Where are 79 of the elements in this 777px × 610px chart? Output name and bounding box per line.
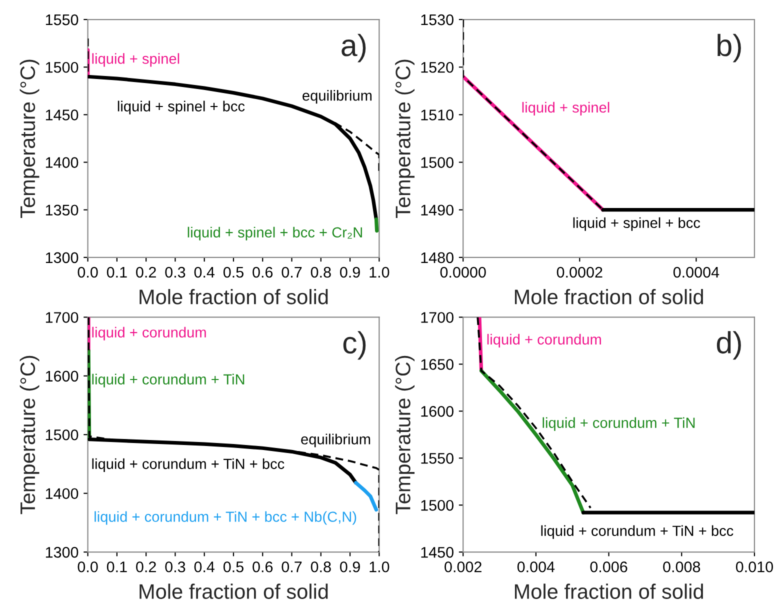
y-axis-title: Temperature (°C) bbox=[20, 356, 40, 514]
series-label: liquid + corundum + TiN bbox=[542, 417, 695, 431]
series-label: liquid + spinel bbox=[522, 102, 610, 116]
series-label: liquid + corundum + TiN + bcc + Nb(C,N) bbox=[94, 511, 356, 525]
x-tick-label: 0.4 bbox=[194, 266, 215, 278]
y-tick-label: 1510 bbox=[421, 110, 454, 120]
x-tick-label: 0.0 bbox=[78, 266, 98, 278]
x-tick-label: 0.3 bbox=[165, 266, 186, 278]
y-tick-label: 1700 bbox=[46, 312, 78, 323]
x-tick-label: 0.2 bbox=[136, 561, 156, 572]
x-tick-label: 0.8 bbox=[310, 266, 331, 278]
x-tick-label: 0.4 bbox=[194, 561, 215, 572]
x-tick-label: 0.7 bbox=[282, 561, 302, 572]
series-label: equilibrium bbox=[302, 90, 372, 104]
x-tick-label: 0.1 bbox=[106, 266, 127, 278]
y-tick-label: 1300 bbox=[46, 546, 78, 558]
series-label: liquid + spinel + bcc bbox=[573, 217, 700, 231]
y-tick-label: 1530 bbox=[421, 14, 454, 26]
chart-title: c) bbox=[343, 331, 366, 360]
y-tick-label: 1500 bbox=[421, 157, 454, 168]
x-tick-label: 0.008 bbox=[663, 561, 700, 572]
y-tick-label: 1500 bbox=[46, 429, 78, 440]
x-tick-label: 0.002 bbox=[444, 561, 482, 572]
x-tick-label: 0.9 bbox=[340, 266, 360, 278]
y-axis-title: Temperature (°C) bbox=[395, 60, 415, 218]
x-tick-label: 1.0 bbox=[370, 561, 390, 572]
x-tick-label: 0.6 bbox=[252, 561, 273, 572]
chart-title: a) bbox=[342, 34, 366, 62]
x-tick-label: 1.0 bbox=[370, 266, 390, 278]
y-tick-label: 1600 bbox=[421, 406, 454, 417]
x-tick-label: 0.2 bbox=[136, 266, 156, 278]
series-label: liquid + corundum bbox=[487, 334, 601, 348]
series-label: liquid + corundum bbox=[92, 326, 206, 340]
y-tick-label: 1450 bbox=[46, 110, 78, 120]
x-tick-label: 0.0002 bbox=[556, 266, 602, 278]
x-axis-title: Mole fraction of solid bbox=[514, 584, 703, 599]
x-tick-label: 0.010 bbox=[736, 561, 773, 572]
y-axis-title: Temperature (°C) bbox=[395, 356, 415, 514]
x-axis-title: Mole fraction of solid bbox=[140, 584, 328, 599]
y-tick-label: 1490 bbox=[421, 204, 454, 216]
x-tick-label: 0.0004 bbox=[673, 266, 720, 278]
series-label: liquid + corundum + TiN bbox=[92, 374, 244, 388]
chart-title: b) bbox=[718, 34, 741, 62]
y-tick-label: 1520 bbox=[421, 62, 454, 73]
x-tick-label: 0.8 bbox=[310, 561, 331, 572]
chart-title: d) bbox=[716, 331, 741, 360]
x-tick-label: 0.1 bbox=[106, 561, 127, 572]
x-tick-label: 0.0 bbox=[78, 561, 98, 572]
series-label: liquid + corundum + TiN + bcc bbox=[541, 525, 734, 539]
y-tick-label: 1480 bbox=[421, 252, 454, 264]
x-tick-label: 0.5 bbox=[223, 561, 244, 572]
x-axis-title: Mole fraction of solid bbox=[140, 289, 328, 304]
series-label: liquid + corundum + TiN + bcc bbox=[92, 458, 284, 472]
x-tick-label: 0.3 bbox=[165, 561, 186, 572]
y-tick-label: 1450 bbox=[421, 546, 454, 558]
x-axis-title: Mole fraction of solid bbox=[514, 289, 703, 304]
series-label: liquid + spinel bbox=[92, 53, 180, 67]
x-tick-label: 0.006 bbox=[590, 561, 628, 572]
y-tick-label: 1300 bbox=[46, 252, 78, 264]
y-tick-label: 1650 bbox=[421, 359, 454, 370]
series-label: liquid + spinel + bcc + Cr₂N bbox=[188, 226, 362, 240]
y-tick-label: 1400 bbox=[46, 157, 78, 168]
x-tick-label: 0.004 bbox=[517, 561, 555, 572]
y-tick-label: 1550 bbox=[421, 452, 454, 464]
series-label: equilibrium bbox=[301, 434, 370, 448]
x-tick-label: 0.9 bbox=[340, 561, 360, 572]
y-tick-label: 1550 bbox=[46, 14, 78, 26]
y-tick-label: 1700 bbox=[421, 312, 454, 323]
y-tick-label: 1600 bbox=[46, 370, 78, 382]
y-tick-label: 1400 bbox=[46, 488, 78, 500]
x-tick-label: 0.5 bbox=[223, 266, 244, 278]
x-tick-label: 0.6 bbox=[252, 266, 273, 278]
y-axis-title: Temperature (°C) bbox=[20, 60, 40, 218]
x-tick-label: 0.0000 bbox=[440, 266, 486, 278]
y-tick-label: 1350 bbox=[46, 204, 78, 216]
series-label: liquid + spinel + bcc bbox=[118, 100, 245, 114]
x-tick-label: 0.7 bbox=[282, 266, 302, 278]
y-tick-label: 1500 bbox=[421, 500, 454, 511]
y-tick-label: 1500 bbox=[46, 62, 78, 73]
